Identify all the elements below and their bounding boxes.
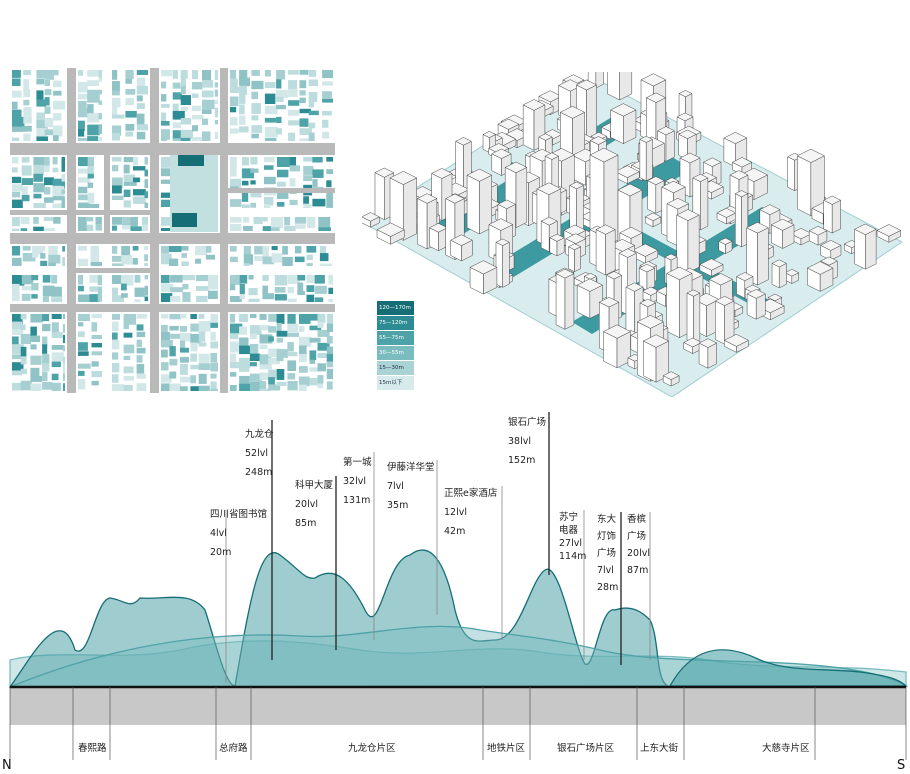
building-height: 28m (597, 582, 618, 593)
legend-item: 75—120m (377, 315, 414, 330)
building-name: 广场 (627, 530, 646, 542)
plan-building-blocks (12, 70, 333, 391)
building-floors: 52lvl (245, 448, 268, 459)
legend-item: 15m以下 (377, 375, 414, 390)
plan-roads (10, 68, 335, 393)
building-floors: 7lvl (387, 481, 404, 492)
building-height: 114m (559, 551, 586, 562)
building-name: 伊藤洋华堂 (387, 461, 435, 473)
ground-band (10, 687, 906, 725)
district-dividers (9, 687, 907, 760)
district-label: 银石广场片区 (557, 742, 615, 754)
district-label: 九龙仓片区 (348, 742, 396, 754)
legend-item: 15—30m (377, 360, 414, 375)
building-height: 42m (444, 526, 465, 537)
building-name: 苏宁 (559, 511, 578, 523)
district-label: 总府路 (219, 742, 248, 754)
building-labels: 四川省图书馆 4lvl 20m 九龙仓 52lvl 248m 科甲大厦 20lvl 85m 第一城… (210, 416, 650, 593)
building-name: 银石广场 (508, 416, 546, 428)
building-name: 香槟 (627, 513, 647, 525)
building-height: 131m (343, 495, 370, 506)
legend-item: 30—55m (377, 345, 414, 360)
building-floors: 27lvl (559, 538, 582, 549)
district-label: 上东大街 (640, 742, 679, 754)
building-height: 87m (627, 565, 648, 576)
skyline-profile: 四川省图书馆 4lvl 20m 九龙仓 52lvl 248m 科甲大厦 20lvl 85m 第一城… (2, 412, 909, 773)
isometric-city-model (362, 72, 902, 397)
skyline-waves (8, 549, 909, 688)
building-height: 20m (210, 547, 231, 558)
building-floors: 7lvl (597, 565, 614, 576)
building-floors: 20lvl (295, 499, 318, 510)
building-leader-lines (225, 412, 651, 683)
building-floors: 20lvl (627, 548, 650, 559)
skyline-wave (8, 549, 669, 688)
building-floors: 38lvl (508, 436, 531, 447)
building-name: 灯饰 (597, 530, 616, 542)
building-height: 85m (295, 518, 316, 529)
district-label: 大慈寺片区 (762, 742, 810, 754)
building-name: 科甲大厦 (295, 479, 334, 491)
building-name: 第一城 (343, 456, 372, 468)
plan-map (10, 68, 335, 393)
iso-buildings (362, 72, 902, 387)
building-name: 正熙e家酒店 (444, 487, 497, 499)
building-height: 35m (387, 500, 408, 511)
legend-item: 55—75m (377, 330, 414, 345)
building-height: 248m (245, 467, 272, 478)
building-name: 九龙仓 (245, 428, 274, 440)
axis-start-label: N (2, 758, 12, 773)
building-floors: 32lvl (343, 476, 366, 487)
building-name: 东大 (597, 513, 617, 525)
building-name: 电器 (559, 524, 579, 536)
district-label: 地铁片区 (487, 742, 526, 754)
height-legend: 120—170m 75—120m 55—75m 30—55m 15—30m 15m以下 (377, 300, 414, 390)
building-floors: 4lvl (210, 528, 227, 539)
district-label: 春熙路 (78, 742, 107, 754)
building-height: 152m (508, 455, 535, 466)
building-floors: 12lvl (444, 507, 467, 518)
district-labels: 春熙路 总府路 九龙仓片区 地铁片区 银石广场片区 上东大街 大慈寺片区 (78, 742, 810, 754)
building-name: 广场 (597, 547, 616, 559)
skyline-wave (668, 649, 908, 687)
building-name: 四川省图书馆 (210, 508, 267, 520)
legend-item: 120—170m (377, 300, 414, 315)
axis-end-label: S (897, 758, 905, 773)
